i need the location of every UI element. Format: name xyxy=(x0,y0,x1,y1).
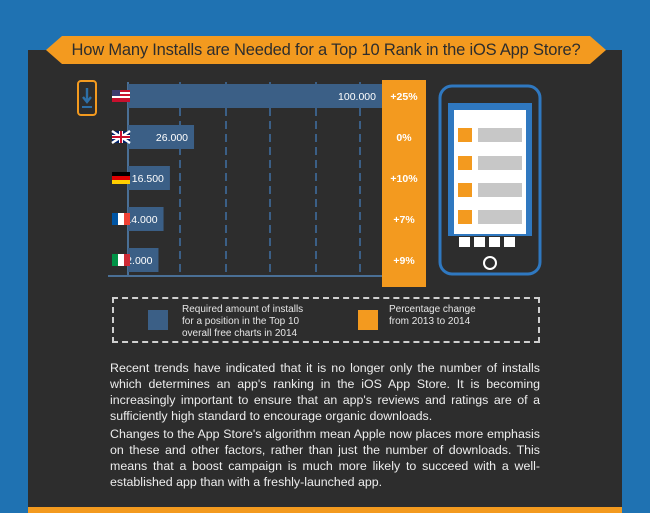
bar-value-label: 100.000 xyxy=(338,91,376,103)
page-title: How Many Installs are Needed for a Top 1… xyxy=(71,41,581,59)
download-phone-icon xyxy=(77,80,97,116)
legend: Required amount of installs for a positi… xyxy=(112,297,540,343)
italy-flag-icon xyxy=(112,254,130,266)
smartphone-app-list-icon xyxy=(438,84,542,276)
percent-change-label: +10% xyxy=(390,173,418,185)
paragraph-2: Changes to the App Store's algorithm mea… xyxy=(110,427,540,489)
legend-swatch-installs xyxy=(148,310,168,330)
france-flag-icon xyxy=(112,213,130,225)
bar-france xyxy=(128,207,164,231)
legend-label-percent: Percentage change from 2013 to 2014 xyxy=(389,304,476,327)
germany-flag-icon xyxy=(112,172,130,184)
us-flag-icon xyxy=(112,90,130,102)
percent-change-column xyxy=(382,80,426,287)
uk-flag-icon xyxy=(111,130,131,144)
percent-change-label: 0% xyxy=(396,132,412,144)
percent-change-label: +7% xyxy=(393,214,415,226)
bar-us xyxy=(128,84,382,108)
paragraph-1: Recent trends have indicated that it is … xyxy=(110,361,540,423)
bar-germany xyxy=(128,166,170,190)
bar-value-label: 26.000 xyxy=(156,132,188,144)
bar-uk xyxy=(128,125,195,149)
bar-value-label: 16.500 xyxy=(132,173,164,185)
percent-change-label: +9% xyxy=(393,255,415,267)
legend-swatch-percent xyxy=(358,310,378,330)
title-banner: How Many Installs are Needed for a Top 1… xyxy=(46,36,606,64)
legend-label-installs: Required amount of installs for a positi… xyxy=(182,304,304,339)
bar-value-label: 14.000 xyxy=(125,214,157,226)
bottom-accent-strip xyxy=(28,507,622,513)
percent-change-label: +25% xyxy=(390,91,418,103)
bar-italy xyxy=(128,248,159,272)
